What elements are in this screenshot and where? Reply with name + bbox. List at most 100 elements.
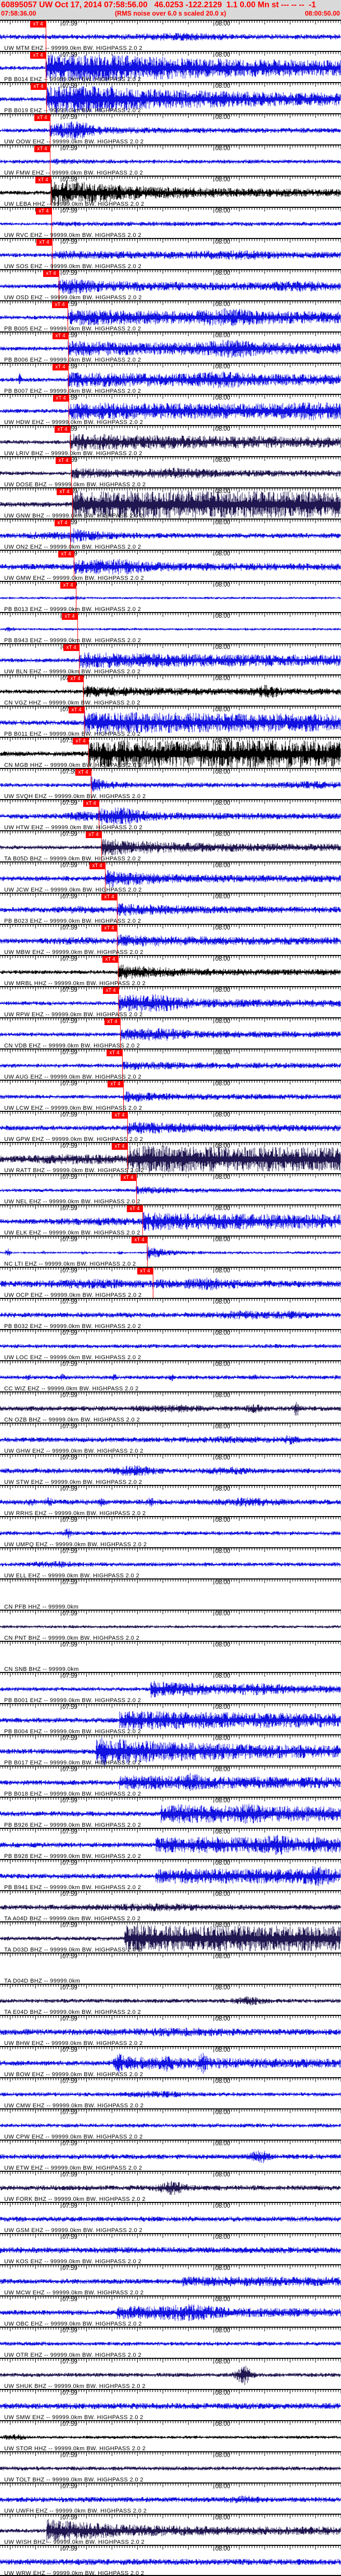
trace-row-b001[interactable]: 07:59 08:00 PB B001 EHZ -- 99999.0km BW. H… (0, 1672, 341, 1704)
trace-row-jcw[interactable]: 07:59 08:00 xT 4 UW JCW EHZ -- 99999.0km BW… (0, 861, 341, 893)
trace-row-ghw[interactable]: 07:59 08:00 UW GHW EHZ -- 99999.0km BW. HI… (0, 1423, 341, 1454)
trace-row-aug[interactable]: 07:59 08:00 xT 4 UW AUG EHZ -- 99999.0km BW… (0, 1048, 341, 1080)
trace-row-bhw[interactable]: 07:59 08:00 UW BHW EHZ -- 99999.0km BW. HI… (0, 2015, 341, 2047)
trace-row-vdb[interactable]: 07:59 08:00 xT 4 CN VDB EHZ -- 99999.0km BW… (0, 1017, 341, 1049)
trace-row-b926[interactable]: 07:59 08:00 PB B926 EHZ -- 99999.0km BW. H… (0, 1797, 341, 1828)
pick-flag[interactable]: xT 4 (30, 21, 46, 28)
pick-flag[interactable]: xT 4 (55, 520, 70, 526)
pick-flag[interactable]: xT 4 (101, 894, 117, 900)
trace-row-b941[interactable]: 07:59 08:00 PB B941 EHZ -- 99999.0km BW. H… (0, 1859, 341, 1891)
trace-row-mbw[interactable]: 07:59 08:00 xT 4 UW MBW EHZ -- 99999.0km BW… (0, 924, 341, 955)
pick-flag[interactable]: xT 4 (69, 707, 84, 713)
trace-row-lcw[interactable]: 07:59 08:00 xT 4 UW LCW EHZ -- 99999.0km BW… (0, 1080, 341, 1111)
trace-row-b007[interactable]: 07:59 08:00 xT 4 PB B007 EHZ -- 99999.0km B… (0, 363, 341, 394)
trace-row-gpw[interactable]: 07:59 08:00 xT 4 UW GPW EHZ -- 99999.0km BW… (0, 1111, 341, 1143)
trace-row-wiz[interactable]: 07:59 08:00 CC WIZ EHZ -- 99999.0km BW. HI… (0, 1360, 341, 1392)
pick-flag[interactable]: xT 4 (112, 1112, 127, 1119)
trace-row-osd[interactable]: 07:59 08:00 xT 4 UW OSD EHZ -- 99999.0km BW… (0, 269, 341, 301)
pick-flag[interactable]: xT 4 (132, 1237, 147, 1243)
pick-flag[interactable]: xT 4 (31, 83, 46, 90)
trace-row-b017[interactable]: 07:59 08:00 PB B017 EHZ -- 99999.0km BW. H… (0, 1734, 341, 1766)
trace-row-shuk[interactable]: 07:59 08:00 UW SHUK BHZ -- 99999.0km BW. H… (0, 2358, 341, 2389)
pick-flag[interactable]: xT 4 (68, 675, 83, 682)
trace-row-rvc[interactable]: 07:59 08:00 xT 4 UW RVC EHZ -- 99999.0km BW… (0, 207, 341, 238)
pick-flag[interactable]: xT 4 (34, 145, 50, 152)
trace-row-a04d[interactable]: 07:59 08:00 TA A04D BHZ -- 99999.0km BW. H… (0, 1890, 341, 1922)
trace-row-b05d[interactable]: 07:59 08:00 xT 4 TA B05D BHZ -- 99999.0km B… (0, 830, 341, 862)
trace-row-gsm[interactable]: 07:59 08:00 UW GSM EHZ -- 99999.0km BW. HI… (0, 2202, 341, 2234)
pick-flag[interactable]: xT 4 (30, 52, 46, 59)
trace-row-pnt[interactable]: 07:59 08:00 CN PNT BHZ -- 99999.0km BW. HI… (0, 1610, 341, 1641)
trace-row-ell[interactable]: 07:59 08:00 UW ELL EHZ -- 99999.0km BW. HI… (0, 1547, 341, 1579)
pick-flag[interactable]: xT 4 (55, 426, 70, 433)
trace-row-mgb[interactable]: 07:59 08:00 xT 4 CN MGB HHZ -- 99999.0km BW… (0, 737, 341, 768)
trace-row-ocp[interactable]: 07:59 08:00 xT 4 UW OCP EHZ -- 99999.0km BW… (0, 1267, 341, 1298)
pick-flag[interactable]: xT 4 (53, 395, 69, 402)
pick-flag[interactable]: xT 4 (34, 114, 50, 121)
pick-flag[interactable]: xT 4 (53, 333, 68, 339)
trace-row-tolt[interactable]: 07:59 08:00 UW TOLT BHZ -- 99999.0km BW. H… (0, 2451, 341, 2483)
pick-flag[interactable]: xT 4 (127, 1205, 142, 1212)
trace-row-rrhs[interactable]: 07:59 08:00 UW RRHS EHZ -- 99999.0km BW. H… (0, 1485, 341, 1517)
trace-row-fmw[interactable]: 07:59 08:00 xT 4 UW FMW EHZ -- 99999.0km BW… (0, 144, 341, 176)
trace-row-kos[interactable]: 07:59 08:00 UW KOS EHZ -- 99999.0km BW. HI… (0, 2233, 341, 2265)
pick-flag[interactable]: xT 4 (57, 488, 72, 495)
trace-row-etw[interactable]: 07:59 08:00 UW ETW EHZ -- 99999.0km BW. HI… (0, 2140, 341, 2171)
pick-flag[interactable]: xT 4 (58, 551, 74, 557)
trace-row-b019[interactable]: 07:59 08:00 xT 4 PB B019 EHZ -- 99999.0km B… (0, 82, 341, 114)
trace-row-sos[interactable]: 07:59 08:00 xT 4 UW SOS EHZ -- 99999.0km BW… (0, 238, 341, 270)
trace-row-b928[interactable]: 07:59 08:00 PB B928 EHZ -- 99999.0km BW. H… (0, 1828, 341, 1860)
trace-row-b005[interactable]: 07:59 08:00 xT 4 PB B005 EHZ -- 99999.0km B… (0, 300, 341, 332)
trace-row-smw[interactable]: 07:59 08:00 UW SMW EHZ -- 99999.0km BW. HI… (0, 2389, 341, 2421)
trace-row-loc[interactable]: 07:59 08:00 UW LOC EHZ -- 99999.0km BW. HI… (0, 1329, 341, 1361)
trace-row-uwfh[interactable]: 07:59 08:00 UW UWFH EHZ -- 99999.0km BW. H… (0, 2482, 341, 2514)
trace-row-b004[interactable]: 07:59 08:00 PB B004 EHZ -- 99999.0km BW. H… (0, 1703, 341, 1735)
trace-row-ratt[interactable]: 07:59 08:00 xT 4 UW RATT BHZ -- 99999.0km B… (0, 1142, 341, 1174)
trace-row-hdw[interactable]: 07:59 08:00 xT 4 UW HDW EHZ -- 99999.0km BW… (0, 394, 341, 426)
trace-row-htw[interactable]: 07:59 08:00 xT 4 UW HTW EHZ -- 99999.0km BW… (0, 799, 341, 831)
trace-row-snb[interactable]: 07:59 08:00 CN SNB BHZ -- 99999.0km (0, 1641, 341, 1672)
pick-flag[interactable]: xT 4 (53, 364, 68, 370)
trace-row-cpw[interactable]: 07:59 08:00 UW CPW EHZ -- 99999.0km BW. HI… (0, 2108, 341, 2140)
trace-row-ozb[interactable]: 07:59 08:00 CN OZB BHZ -- 99999.0km BW. HI… (0, 1391, 341, 1423)
pick-flag[interactable]: xT 4 (35, 177, 51, 183)
trace-row-leba[interactable]: 07:59 08:00 xT 4 UW LEBA HHZ -- 99999.0km B… (0, 176, 341, 207)
pick-flag[interactable]: xT 4 (137, 1268, 153, 1274)
trace-row-rpw[interactable]: 07:59 08:00 xT 4 UW RPW EHZ -- 99999.0km BW… (0, 986, 341, 1018)
pick-flag[interactable]: xT 4 (62, 613, 77, 620)
trace-row-d04d[interactable]: 07:59 08:00 TA D04D BHZ -- 99999.0km (0, 1953, 341, 1984)
trace-row-b032[interactable]: 07:59 08:00 PB B032 EHZ -- 99999.0km BW. H… (0, 1298, 341, 1330)
trace-row-b006[interactable]: 07:59 08:00 xT 4 PB B006 EHZ -- 99999.0km B… (0, 331, 341, 363)
trace-row-fork[interactable]: 07:59 08:00 UW FORK BHZ -- 99999.0km BW. H… (0, 2171, 341, 2202)
pick-flag[interactable]: xT 4 (102, 956, 118, 963)
pick-flag[interactable]: xT 4 (75, 769, 91, 776)
trace-row-obc[interactable]: 07:59 08:00 UW OBC EHZ -- 99999.0km BW. HI… (0, 2295, 341, 2327)
trace-row-wrw[interactable]: 07:59 08:00 UW WRW EHZ -- 99999.0km BW. HI… (0, 2545, 341, 2576)
pick-flag[interactable]: xT 4 (83, 800, 99, 807)
pick-flag[interactable]: xT 4 (73, 738, 88, 745)
pick-flag[interactable]: xT 4 (108, 1081, 123, 1087)
trace-row-mtm[interactable]: 07:59 08:00 xT 4 UW MTM EHZ -- 99999.0km BW… (0, 20, 341, 51)
pick-flag[interactable]: xT 4 (103, 987, 119, 994)
pick-flag[interactable]: xT 4 (63, 644, 79, 651)
pick-flag[interactable]: xT 4 (43, 270, 59, 277)
trace-row-otr[interactable]: 07:59 08:00 UW OTR EHZ -- 99999.0km BW. HI… (0, 2327, 341, 2358)
pick-flag[interactable]: xT 4 (60, 582, 76, 589)
trace-row-pfb[interactable]: 07:59 08:00 CN PFB HHZ -- 99999.0km (0, 1578, 341, 1610)
trace-row-elk[interactable]: 07:59 08:00 xT 4 UW ELK EHZ -- 99999.0km BW… (0, 1204, 341, 1236)
pick-flag[interactable]: xT 4 (36, 239, 52, 246)
trace-row-bow[interactable]: 07:59 08:00 UW BOW EHZ -- 99999.0km BW. HI… (0, 2046, 341, 2078)
trace-row-mcw[interactable]: 07:59 08:00 UW MCW EHZ -- 99999.0km BW. HI… (0, 2264, 341, 2296)
trace-row-stw[interactable]: 07:59 08:00 UW STW EHZ -- 99999.0km BW. HI… (0, 1454, 341, 1485)
trace-row-wish[interactable]: 07:59 08:00 UW WISH BHZ -- 99999.0km BW. H… (0, 2514, 341, 2545)
trace-row-b014[interactable]: 07:59 08:00 xT 4 PB B014 EHZ -- 99999.0km B… (0, 51, 341, 83)
